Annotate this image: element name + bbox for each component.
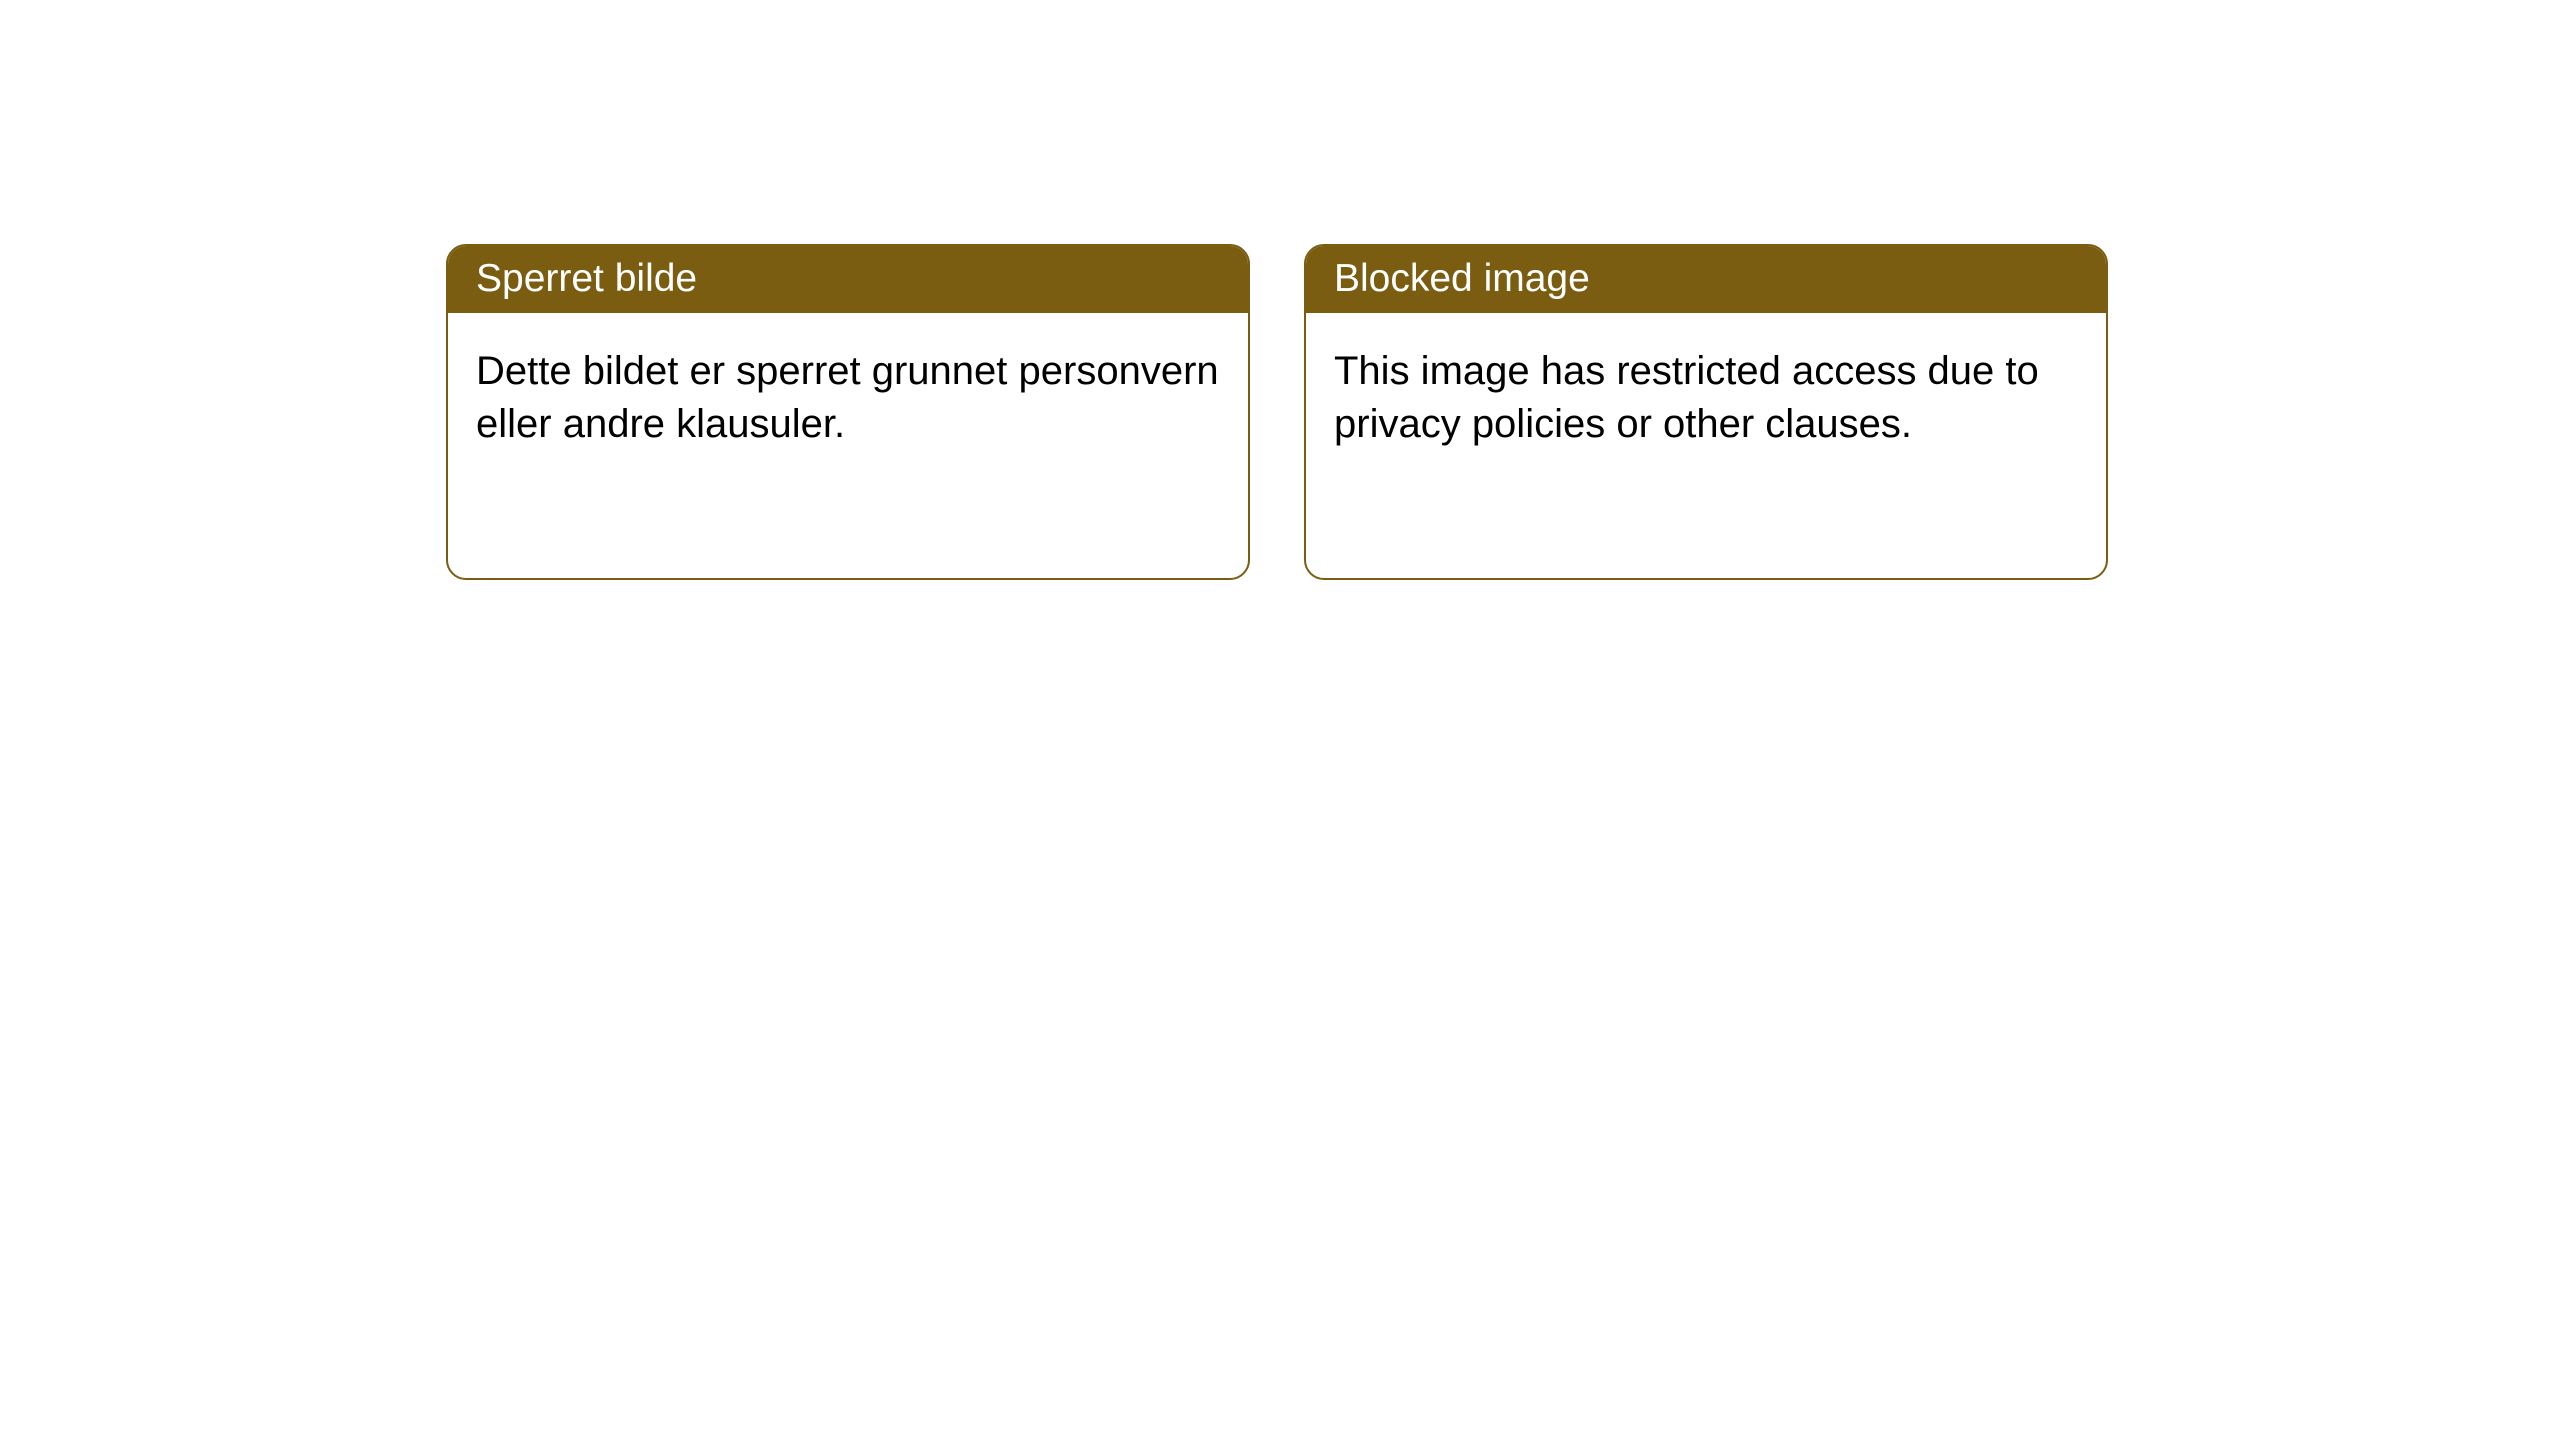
notice-header: Sperret bilde: [448, 246, 1248, 313]
notice-body-text: This image has restricted access due to …: [1334, 349, 2039, 446]
notice-title: Sperret bilde: [476, 257, 697, 300]
notice-container: Sperret bilde Dette bildet er sperret gr…: [446, 244, 2108, 580]
notice-title: Blocked image: [1334, 257, 1590, 300]
notice-card-norwegian: Sperret bilde Dette bildet er sperret gr…: [446, 244, 1250, 580]
notice-card-english: Blocked image This image has restricted …: [1304, 244, 2108, 580]
notice-body: This image has restricted access due to …: [1306, 313, 2106, 483]
notice-body-text: Dette bildet er sperret grunnet personve…: [476, 349, 1219, 446]
notice-header: Blocked image: [1306, 246, 2106, 313]
notice-body: Dette bildet er sperret grunnet personve…: [448, 313, 1248, 483]
